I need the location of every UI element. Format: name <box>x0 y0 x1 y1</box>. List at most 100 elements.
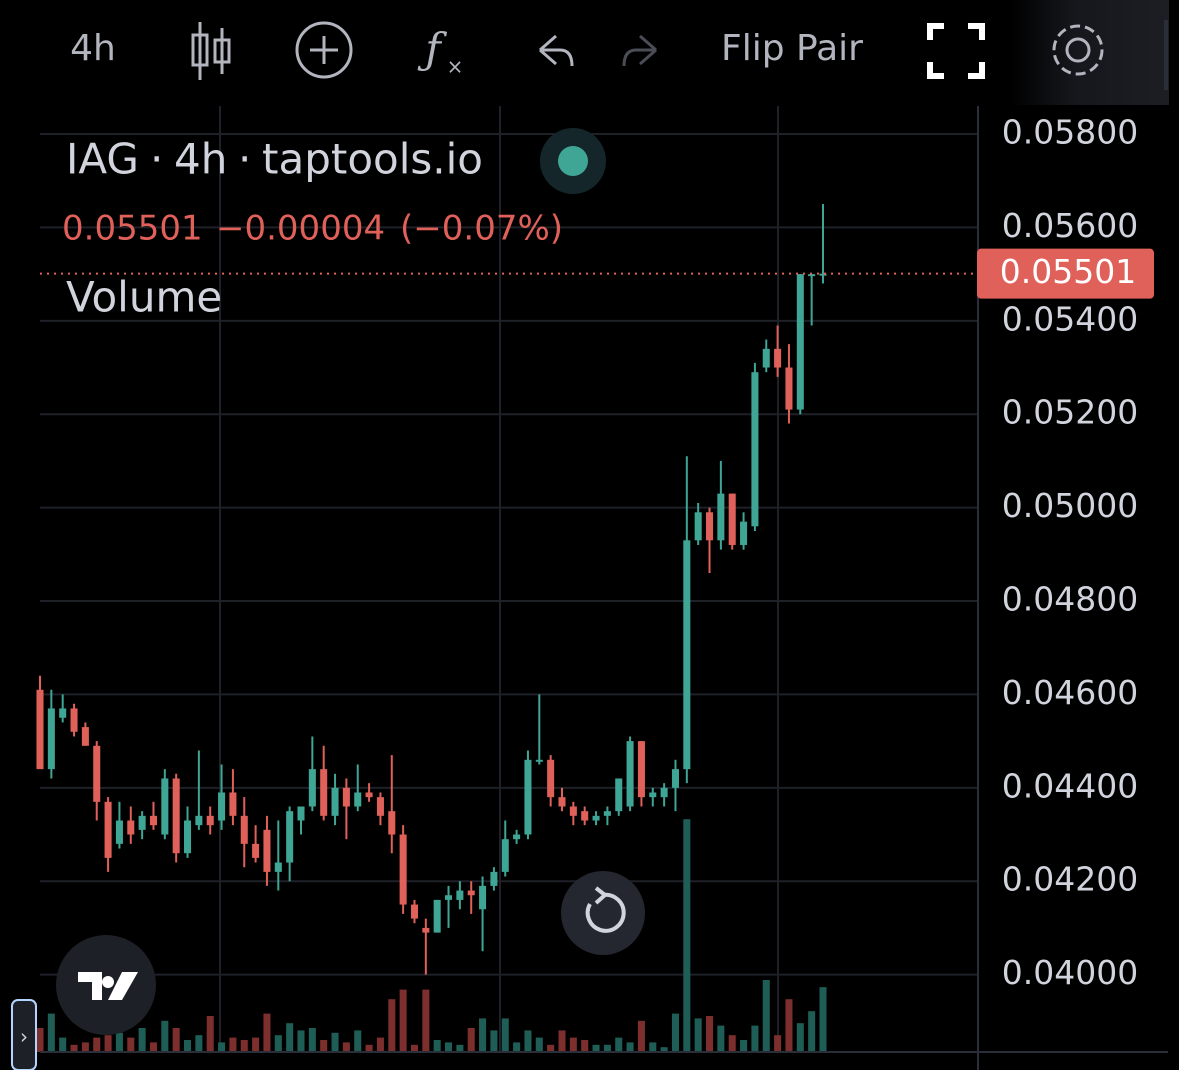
candle-body <box>649 792 657 798</box>
volume-bar <box>184 1040 192 1052</box>
volume-bar <box>252 1037 260 1052</box>
volume-bar <box>445 1042 453 1052</box>
candle-body <box>218 792 226 821</box>
redo-icon[interactable] <box>622 34 657 67</box>
volume-bar <box>683 819 691 1052</box>
volume-bar <box>581 1040 589 1052</box>
candle-body <box>161 778 169 835</box>
candle-body <box>740 521 748 545</box>
price-change: −0.00004 <box>216 209 385 249</box>
volume-bar <box>138 1028 146 1052</box>
volume-bar <box>410 1044 418 1052</box>
volume-bar <box>785 999 793 1052</box>
candle-body <box>81 727 89 746</box>
volume-bar <box>81 1042 89 1052</box>
candle-body <box>388 811 396 835</box>
candle-body <box>808 274 816 277</box>
reset-icon <box>585 892 626 933</box>
reset-button[interactable] <box>561 871 645 955</box>
candle-body <box>456 890 464 900</box>
candle-body <box>376 797 384 816</box>
candle-body <box>581 811 589 821</box>
volume-bar <box>354 1030 362 1052</box>
volume-bar <box>365 1044 373 1052</box>
candle-body <box>229 792 237 816</box>
candle-body <box>59 708 67 718</box>
y-tick-label: 0.04000 <box>1002 953 1138 992</box>
volume-bar <box>808 1011 816 1052</box>
volume-bar <box>240 1040 248 1052</box>
fullscreen-icon[interactable] <box>927 23 985 79</box>
volume-bar <box>388 999 396 1052</box>
function-icon[interactable]: ƒ <box>417 24 447 73</box>
candle-body <box>297 806 305 821</box>
candle-body <box>467 890 475 896</box>
volume-bar <box>592 1044 600 1052</box>
candle-body <box>354 792 362 807</box>
volume-bar <box>649 1042 657 1052</box>
candle-body <box>36 689 44 770</box>
sidebar-toggle[interactable] <box>11 999 37 1070</box>
volume-bar <box>195 1035 203 1052</box>
volume-bar <box>218 1042 226 1052</box>
plot <box>36 106 978 1052</box>
source: taptools.io <box>262 135 483 184</box>
candle-body <box>410 904 418 919</box>
add-indicator-icon[interactable] <box>295 21 353 79</box>
interval-button[interactable]: 4h <box>70 28 116 69</box>
candle-body <box>240 815 248 844</box>
volume-bar <box>569 1037 577 1052</box>
candle-type-icon[interactable] <box>191 22 231 80</box>
candle-body <box>433 899 441 933</box>
candle-body <box>796 274 804 410</box>
volume-bar <box>206 1016 214 1052</box>
volume-bar <box>490 1030 498 1052</box>
volume-bar <box>376 1037 384 1052</box>
volume-bar <box>342 1042 350 1052</box>
settings-icon[interactable] <box>1052 24 1104 76</box>
candle-body <box>286 811 294 863</box>
flip-pair-button[interactable]: Flip Pair <box>721 28 863 69</box>
candle-body <box>195 815 203 826</box>
candle-body <box>774 348 782 368</box>
candle-body <box>47 708 55 770</box>
candle-body <box>422 927 430 933</box>
candle-body <box>184 820 192 854</box>
volume-bar <box>751 1025 759 1052</box>
volume-bar <box>694 1018 702 1052</box>
volume-bar <box>615 1037 623 1052</box>
y-tick-label: 0.04800 <box>1002 580 1138 619</box>
candle-body <box>479 885 487 910</box>
volume-bar <box>456 1044 464 1052</box>
volume-bar <box>320 1040 328 1052</box>
candle-body <box>127 820 135 835</box>
volume-bar <box>115 1032 123 1052</box>
price-change-percent: (−0.07%) <box>400 209 563 249</box>
y-tick-label: 0.04200 <box>1002 860 1138 899</box>
tradingview-logo-mark <box>78 972 138 1000</box>
candle-body <box>762 348 770 368</box>
undo-icon[interactable] <box>539 34 574 67</box>
volume-bar <box>547 1044 555 1052</box>
y-tick-label: 0.05600 <box>1002 206 1138 245</box>
candle-body <box>399 834 407 905</box>
candle-body <box>501 839 509 872</box>
volume-bar <box>717 1025 725 1052</box>
candle-body <box>513 834 521 840</box>
volume-bar <box>331 1032 339 1052</box>
candle-body <box>706 512 714 541</box>
candle-body <box>615 778 623 812</box>
volume-bar <box>161 1020 169 1052</box>
volume-bar <box>603 1044 611 1052</box>
candle-body <box>206 815 214 826</box>
candle-body <box>104 801 112 858</box>
y-tick-label: 0.05200 <box>1002 393 1138 432</box>
volume-bar <box>728 1035 736 1052</box>
sidebar-toggle-icon: › <box>20 1025 28 1049</box>
candle-body <box>342 787 350 807</box>
candle-body <box>637 741 645 798</box>
candle-body <box>717 493 725 541</box>
volume-bar <box>104 1035 112 1052</box>
volume-bar <box>127 1037 135 1052</box>
volume-bar <box>796 1023 804 1052</box>
